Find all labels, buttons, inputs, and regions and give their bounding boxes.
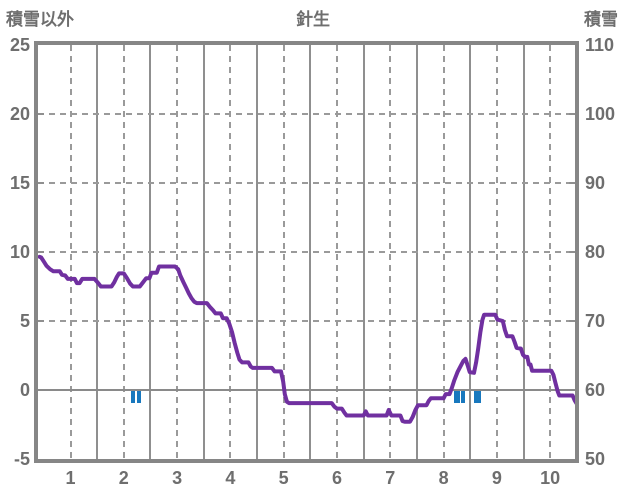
snow-event-mark — [454, 391, 460, 403]
right-axis-tick-label: 50 — [585, 449, 606, 469]
left-axis-tick-label: 25 — [9, 35, 30, 55]
left-axis-tick-label: 20 — [9, 104, 30, 124]
right-axis-tick-label: 70 — [585, 311, 606, 331]
left-border-tick — [38, 320, 44, 322]
x-axis-tick-label: 8 — [438, 468, 449, 488]
right-axis-tick-label: 90 — [585, 173, 606, 193]
left-axis-tick-label: 10 — [9, 242, 30, 262]
right-axis-tick-label: 60 — [585, 380, 606, 400]
left-axis-tick-label: -5 — [13, 449, 30, 469]
left-axis-tick-label: 0 — [19, 380, 30, 400]
chart-title: 針生 — [296, 10, 330, 29]
gridline-horizontal-dashed — [38, 320, 575, 322]
right-axis-tick-label: 80 — [585, 242, 606, 262]
zero-gridline — [38, 389, 575, 391]
x-axis-tick-label: 7 — [385, 468, 396, 488]
gridline-horizontal-dashed — [38, 182, 575, 184]
right-axis-tick-label: 110 — [585, 35, 615, 55]
x-axis-tick-label: 6 — [331, 468, 342, 488]
gridline-horizontal-dashed — [38, 251, 575, 253]
left-axis-tick-label: 5 — [19, 311, 30, 331]
x-axis-tick-label: 5 — [278, 468, 289, 488]
left-axis-tick-label: 15 — [9, 173, 30, 193]
right-axis-title: 積雪 — [584, 10, 618, 29]
snow-depth-line — [38, 254, 575, 424]
snow-event-mark — [131, 391, 135, 403]
right-border-tick — [569, 182, 575, 184]
gridline-horizontal-dashed — [38, 113, 575, 115]
x-axis-tick-label: 9 — [491, 468, 502, 488]
right-border-tick — [569, 113, 575, 115]
left-axis-title: 積雪以外 — [6, 10, 74, 29]
right-border-tick — [569, 251, 575, 253]
x-axis-tick-label: 4 — [225, 468, 236, 488]
x-axis-tick-label: 1 — [65, 468, 76, 488]
left-border-tick — [38, 182, 44, 184]
x-axis-tick-label: 10 — [540, 468, 561, 488]
right-border-tick — [569, 320, 575, 322]
snow-event-mark — [461, 391, 465, 403]
x-axis-tick-label: 2 — [118, 468, 129, 488]
snow-event-mark — [474, 391, 481, 403]
snow-event-mark — [137, 391, 141, 403]
left-border-tick — [38, 251, 44, 253]
left-border-tick — [38, 113, 44, 115]
right-axis-tick-label: 100 — [585, 104, 616, 124]
x-axis-tick-label: 3 — [172, 468, 183, 488]
